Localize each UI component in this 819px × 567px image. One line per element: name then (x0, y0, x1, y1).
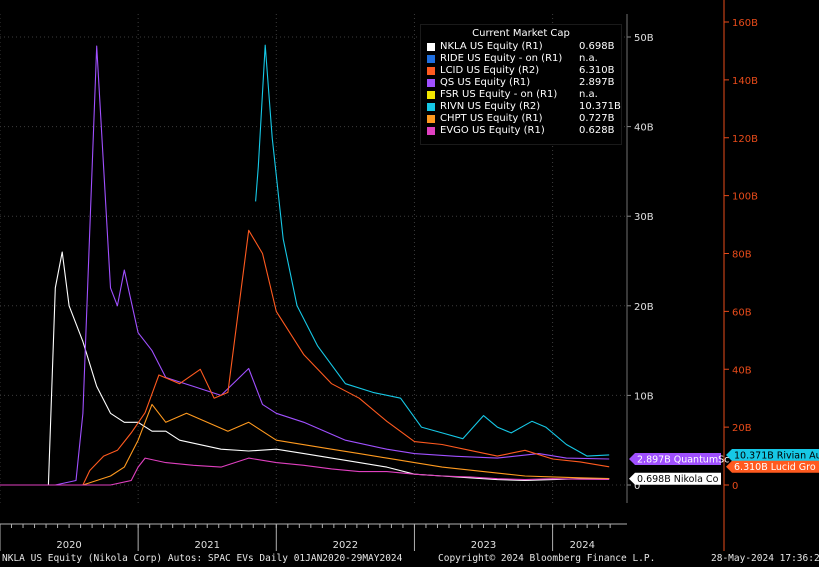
y-right-tick-label: 100B (732, 192, 758, 203)
x-tick-label: 2021 (194, 540, 219, 551)
legend-entry-name: QS US Equity (R1) (440, 77, 531, 88)
footer-timestamp: 28-May-2024 17:36:22 (711, 553, 819, 564)
y-right-tick-label: 160B (732, 18, 758, 29)
series-line (255, 44, 610, 457)
y-right-tick-label: 120B (732, 134, 758, 145)
x-tick-label: 2020 (56, 540, 81, 551)
x-tick-label: 2024 (570, 540, 595, 551)
chart-area: 0 10B 20B 30B 40B 50B 0 20B 40B 60B 80B 100B 120B 140… (0, 0, 819, 551)
legend-entry-value: n.a. (579, 53, 598, 64)
chart-footer: NKLA US Equity (Nikola Corp) Autos: SPAC… (0, 551, 819, 567)
y-right-tick-label: 0 (732, 481, 738, 492)
legend-entry: RIDE US Equity - on (R1) n.a. (427, 53, 621, 65)
legend-entry: NKLA US Equity (R1) 0.698B (427, 41, 621, 53)
end-value-flag (629, 453, 721, 466)
legend-entry-name: LCID US Equity (R2) (440, 65, 540, 76)
series-line (0, 403, 610, 486)
end-value-flag (629, 472, 721, 485)
legend-entry: EVGO US Equity (R1) 0.628B (427, 125, 621, 137)
legend-swatch (427, 43, 435, 51)
legend-entry-name: RIVN US Equity (R2) (440, 101, 541, 112)
y-left-tick-label: 0 (634, 481, 640, 492)
y-left-tick-label: 20B (634, 302, 654, 313)
legend-entry-value: 2.897B (579, 77, 615, 88)
end-value-flag (726, 448, 819, 461)
legend-swatch (427, 91, 435, 99)
y-left-tick-label: 30B (634, 212, 654, 223)
legend-entry-value: 0.698B (579, 41, 615, 52)
end-value-label: 6.310B Lucid Gro (734, 462, 816, 473)
legend-entry-name: CHPT US Equity (R1) (440, 113, 543, 124)
y-right-tick-label: 40B (732, 365, 752, 376)
legend-swatch (427, 127, 435, 135)
y-right-tick-label: 20B (732, 423, 752, 434)
footer-security-info: NKLA US Equity (Nikola Corp) Autos: SPAC… (2, 553, 403, 564)
y-right-tick-label: 140B (732, 76, 758, 87)
legend-entry: LCID US Equity (R2) 6.310B (427, 65, 621, 77)
chart-legend: Current Market Cap NKLA US Equity (R1) 0.… (420, 24, 622, 145)
legend-entry: FSR US Equity - on (R1) n.a. (427, 89, 621, 101)
y-left-tick-label: 50B (634, 33, 654, 44)
legend-entry-name: RIDE US Equity - on (R1) (440, 53, 563, 64)
series-line (0, 229, 610, 486)
legend-entry: RIVN US Equity (R2) 10.371B (427, 101, 621, 113)
legend-entry-value: 10.371B (579, 101, 621, 112)
footer-copyright: Copyright© 2024 Bloomberg Finance L.P. (438, 553, 656, 564)
series-line (0, 251, 610, 486)
legend-swatch (427, 79, 435, 87)
end-value-label: 10.371B Rivian Au (734, 450, 819, 461)
legend-swatch (427, 103, 435, 111)
legend-entry-value: 0.727B (579, 113, 615, 124)
legend-entry: CHPT US Equity (R1) 0.727B (427, 113, 621, 125)
legend-entry-name: EVGO US Equity (R1) (440, 125, 545, 136)
series-line (0, 457, 610, 486)
legend-swatch (427, 67, 435, 75)
x-tick-label: 2022 (333, 540, 358, 551)
y-left-tick-label: 40B (634, 123, 654, 134)
legend-entry-name: NKLA US Equity (R1) (440, 41, 543, 52)
end-value-label: 2.897B QuantumSc (637, 455, 729, 466)
legend-entry-name: FSR US Equity - on (R1) (440, 89, 558, 100)
end-value-flag (726, 460, 819, 473)
legend-title: Current Market Cap (472, 28, 570, 39)
end-value-label: 0.698B Nikola Co (637, 474, 719, 485)
y-right-tick-label: 80B (732, 250, 752, 261)
legend-entry: QS US Equity (R1) 2.897B (427, 77, 621, 89)
x-tick-label: 2023 (471, 540, 496, 551)
legend-entry-value: n.a. (579, 89, 598, 100)
legend-swatch (427, 115, 435, 123)
y-right-tick-label: 60B (732, 307, 752, 318)
y-left-tick-label: 10B (634, 391, 654, 402)
legend-entry-value: 0.628B (579, 125, 615, 136)
legend-swatch (427, 55, 435, 63)
legend-entry-value: 6.310B (579, 65, 615, 76)
